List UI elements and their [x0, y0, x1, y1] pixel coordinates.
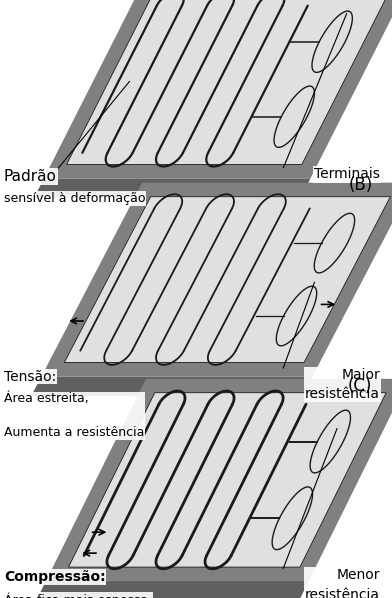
Text: Compressão:: Compressão:: [4, 570, 105, 584]
Text: (B): (B): [348, 176, 372, 194]
Text: Menor
resistência: Menor resistência: [305, 568, 380, 598]
Polygon shape: [67, 0, 388, 164]
Text: Tensão:: Tensão:: [4, 370, 56, 383]
Text: Área fica mais espessa,
Diminui a resistência: Área fica mais espessa, Diminui a resist…: [4, 593, 152, 598]
Polygon shape: [272, 487, 312, 550]
Polygon shape: [44, 0, 392, 178]
Polygon shape: [46, 379, 392, 581]
Polygon shape: [69, 393, 386, 567]
Text: Maior
resistência: Maior resistência: [305, 368, 380, 401]
Text: sensível à deformação: sensível à deformação: [4, 192, 145, 205]
Polygon shape: [276, 286, 317, 346]
Polygon shape: [34, 178, 310, 198]
Polygon shape: [31, 377, 312, 396]
Text: (C): (C): [348, 377, 372, 395]
Polygon shape: [42, 182, 392, 377]
Text: Terminais: Terminais: [314, 167, 380, 181]
Text: Área estreita,

Aumenta a resistência: Área estreita, Aumenta a resistência: [4, 392, 144, 440]
Polygon shape: [64, 197, 390, 362]
Polygon shape: [36, 581, 309, 598]
Polygon shape: [310, 410, 350, 473]
Polygon shape: [274, 86, 314, 147]
Polygon shape: [314, 213, 355, 273]
Polygon shape: [312, 11, 352, 72]
Text: Padrão: Padrão: [4, 169, 57, 184]
